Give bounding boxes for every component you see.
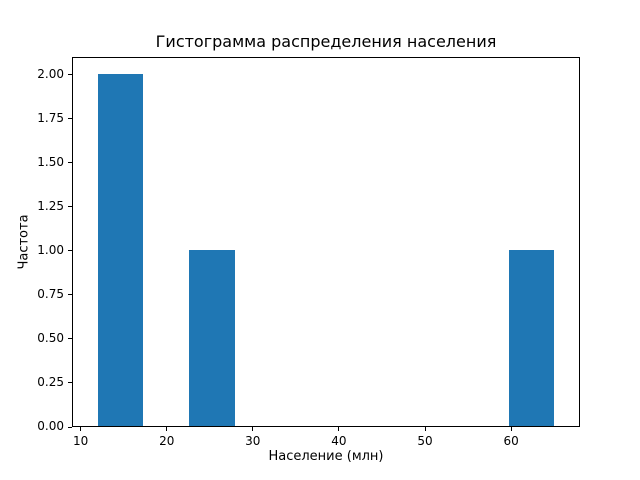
histogram-bar (508, 249, 555, 426)
y-tick-mark (68, 294, 72, 296)
x-tick-label: 20 (159, 434, 175, 448)
y-tick-mark (68, 206, 72, 208)
x-tick-mark (80, 427, 82, 431)
y-tick-mark (68, 74, 72, 76)
y-tick-label: 1.50 (37, 154, 64, 169)
y-tick-mark (68, 382, 72, 384)
chart-title: Гистограмма распределения населения (155, 32, 497, 51)
y-tick-label: 1.00 (37, 242, 64, 257)
x-tick-label: 50 (417, 434, 433, 448)
x-tick-label: 60 (503, 434, 519, 448)
x-tick-label: 30 (245, 434, 261, 448)
x-tick-label: 10 (72, 434, 89, 448)
x-axis-label: Население (млн) (268, 449, 384, 464)
y-tick-label: 0.75 (37, 286, 64, 301)
histogram-bar (189, 249, 235, 426)
x-tick-mark (166, 427, 168, 431)
y-tick-label: 0.25 (37, 374, 64, 389)
x-tick-mark (338, 427, 340, 431)
x-tick-label: 40 (331, 434, 347, 448)
y-tick-label: 1.25 (37, 198, 64, 213)
histogram-bar (97, 73, 144, 426)
y-tick-mark (68, 426, 72, 428)
x-tick-mark (252, 427, 254, 431)
y-tick-label: 0.00 (37, 419, 64, 433)
y-tick-label: 2.00 (37, 66, 64, 81)
x-tick-mark (510, 427, 512, 431)
plot-area (72, 57, 580, 427)
y-tick-mark (68, 250, 72, 252)
y-tick-mark (68, 338, 72, 340)
y-tick-label: 0.50 (37, 330, 64, 345)
x-tick-mark (424, 427, 426, 431)
y-tick-label: 1.75 (37, 110, 64, 125)
y-tick-mark (68, 162, 72, 164)
y-tick-mark (68, 118, 72, 120)
